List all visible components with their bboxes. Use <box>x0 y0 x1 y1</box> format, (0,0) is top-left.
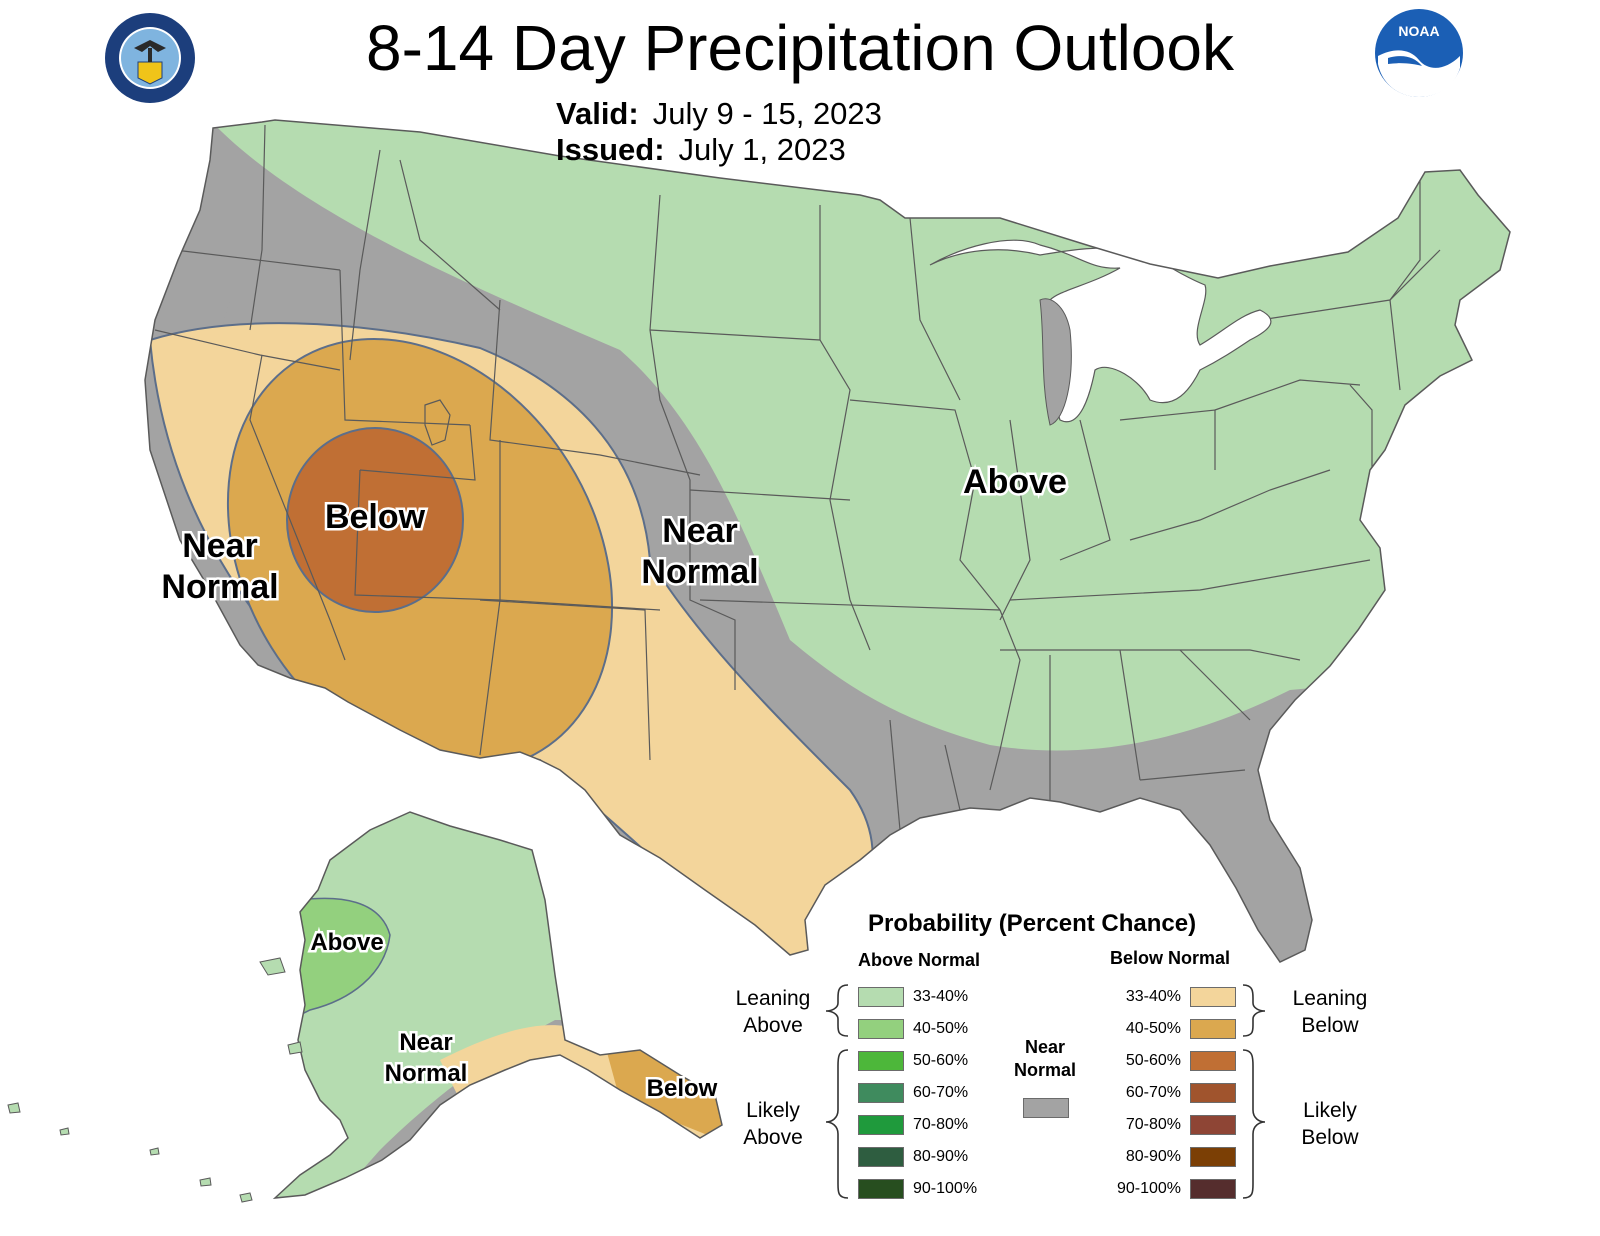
label-near-west-1: Near <box>182 527 258 565</box>
valid-label: Valid: <box>556 96 639 131</box>
label-above-conus: Above <box>963 463 1067 501</box>
department-of-commerce-seal-icon <box>105 13 195 103</box>
issued-value: July 1, 2023 <box>678 132 846 167</box>
label-near-central-1: Near <box>662 512 738 550</box>
label-near-central-2: Normal <box>641 553 758 591</box>
alaska-below-40-50-region <box>605 1044 722 1140</box>
label-near-alaska-2: Normal <box>385 1060 468 1087</box>
state-boundaries <box>154 124 1441 831</box>
page-title: 8-14 Day Precipitation Outlook <box>366 12 1234 84</box>
lake-michigan <box>1039 298 1072 426</box>
alaska-outline <box>272 811 723 1199</box>
below-50-60-region <box>286 427 464 613</box>
issued-line: Issued: July 1, 2023 <box>556 132 846 168</box>
issued-label: Issued: <box>556 132 665 167</box>
label-below-alaska: Below <box>647 1075 718 1102</box>
valid-line: Valid: July 9 - 15, 2023 <box>556 96 882 132</box>
label-below-conus: Below <box>325 498 426 536</box>
conus-outline <box>144 119 1511 963</box>
alaska-islands <box>7 957 303 1203</box>
great-salt-lake <box>424 399 451 446</box>
label-above-alaska: Above <box>310 929 383 956</box>
svg-text:NOAA: NOAA <box>1398 23 1439 39</box>
label-near-west-2: Normal <box>161 568 278 606</box>
label-near-alaska-1: Near <box>399 1029 452 1056</box>
noaa-logo-icon: NOAA <box>1375 9 1463 97</box>
valid-value: July 9 - 15, 2023 <box>652 96 882 131</box>
alaska-above-40-50-region <box>289 897 391 1022</box>
